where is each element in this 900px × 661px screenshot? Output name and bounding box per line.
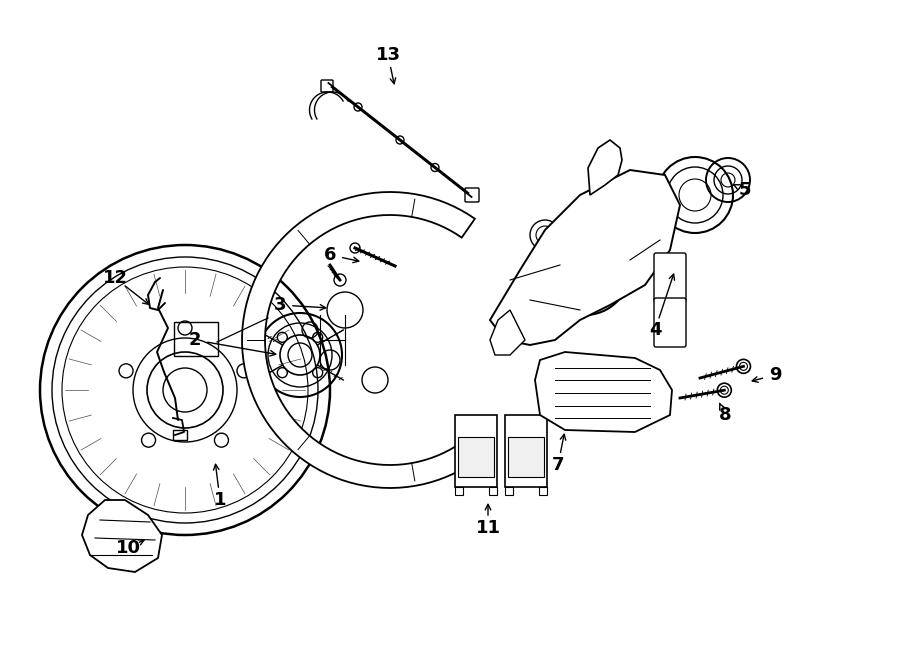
Text: 6: 6 bbox=[324, 246, 337, 264]
Text: 5: 5 bbox=[739, 181, 752, 199]
Bar bbox=[455, 415, 497, 487]
FancyBboxPatch shape bbox=[465, 188, 479, 202]
Text: 8: 8 bbox=[719, 406, 732, 424]
Bar bbox=[489, 487, 497, 495]
Bar bbox=[505, 487, 513, 495]
Polygon shape bbox=[242, 192, 475, 488]
FancyBboxPatch shape bbox=[654, 253, 686, 302]
Text: 2: 2 bbox=[189, 331, 202, 349]
Bar bbox=[539, 487, 547, 495]
Text: 13: 13 bbox=[375, 46, 401, 64]
Bar bbox=[508, 438, 544, 477]
Text: 7: 7 bbox=[552, 456, 564, 474]
Polygon shape bbox=[588, 140, 622, 195]
Polygon shape bbox=[535, 352, 672, 432]
Text: 1: 1 bbox=[214, 491, 226, 509]
Text: 10: 10 bbox=[115, 539, 140, 557]
Polygon shape bbox=[490, 170, 680, 345]
Bar bbox=[173, 430, 187, 440]
Text: 12: 12 bbox=[103, 269, 128, 287]
Polygon shape bbox=[490, 310, 525, 355]
FancyBboxPatch shape bbox=[321, 80, 333, 92]
FancyBboxPatch shape bbox=[654, 298, 686, 347]
Bar bbox=[505, 415, 547, 487]
Bar bbox=[458, 438, 494, 477]
Text: 9: 9 bbox=[769, 366, 781, 384]
Bar bbox=[455, 487, 463, 495]
Polygon shape bbox=[82, 500, 162, 572]
Text: 11: 11 bbox=[475, 519, 500, 537]
Text: 4: 4 bbox=[649, 321, 662, 339]
Text: 3: 3 bbox=[274, 296, 286, 314]
